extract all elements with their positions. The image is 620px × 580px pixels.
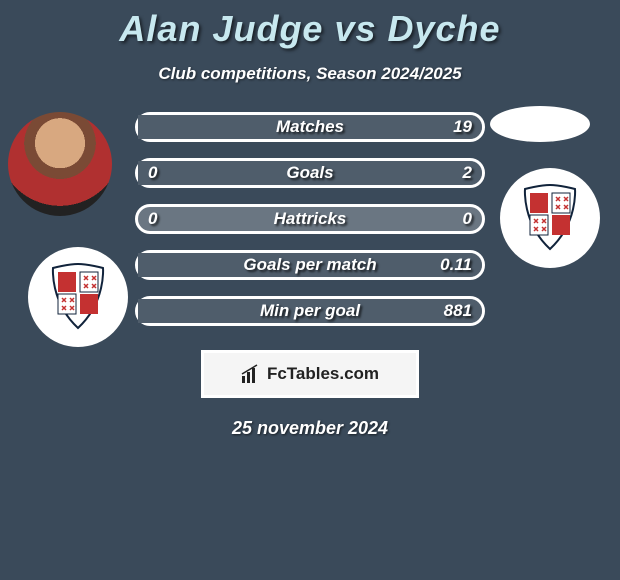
player1-avatar	[8, 112, 112, 216]
comparison-card: Alan Judge vs Dyche Club competitions, S…	[0, 0, 620, 580]
stat-label: Matches	[276, 117, 344, 137]
date-label: 25 november 2024	[0, 418, 620, 439]
shield-icon	[520, 183, 580, 253]
player2-club-badge	[500, 168, 600, 268]
stat-bars: Matches 19 0 Goals 2 0 Hattricks 0 Goals per mat…	[135, 112, 485, 326]
player1-club-badge	[28, 247, 128, 347]
stat-bar: Min per goal 881	[135, 296, 485, 326]
stat-value-right: 881	[444, 301, 472, 321]
stat-bar: 0 Hattricks 0	[135, 204, 485, 234]
stat-value-right: 0.11	[440, 255, 472, 275]
stat-label: Goals per match	[243, 255, 376, 275]
stat-bar: Goals per match 0.11	[135, 250, 485, 280]
stat-label: Hattricks	[274, 209, 347, 229]
subtitle: Club competitions, Season 2024/2025	[0, 64, 620, 84]
source-logo-text: FcTables.com	[267, 364, 379, 384]
arena: Matches 19 0 Goals 2 0 Hattricks 0 Goals per mat…	[0, 112, 620, 439]
player2-avatar-placeholder	[490, 106, 590, 142]
stat-value-left: 0	[148, 163, 157, 183]
bar-chart-icon	[241, 364, 261, 384]
stat-value-left: 0	[148, 209, 157, 229]
stat-bar: Matches 19	[135, 112, 485, 142]
stat-label: Goals	[286, 163, 333, 183]
stat-bar: 0 Goals 2	[135, 158, 485, 188]
stat-value-right: 2	[463, 163, 472, 183]
shield-icon	[48, 262, 108, 332]
source-logo-box: FcTables.com	[201, 350, 419, 398]
stat-label: Min per goal	[260, 301, 360, 321]
stat-value-right: 19	[453, 117, 472, 137]
stat-value-right: 0	[463, 209, 472, 229]
page-title: Alan Judge vs Dyche	[0, 8, 620, 50]
